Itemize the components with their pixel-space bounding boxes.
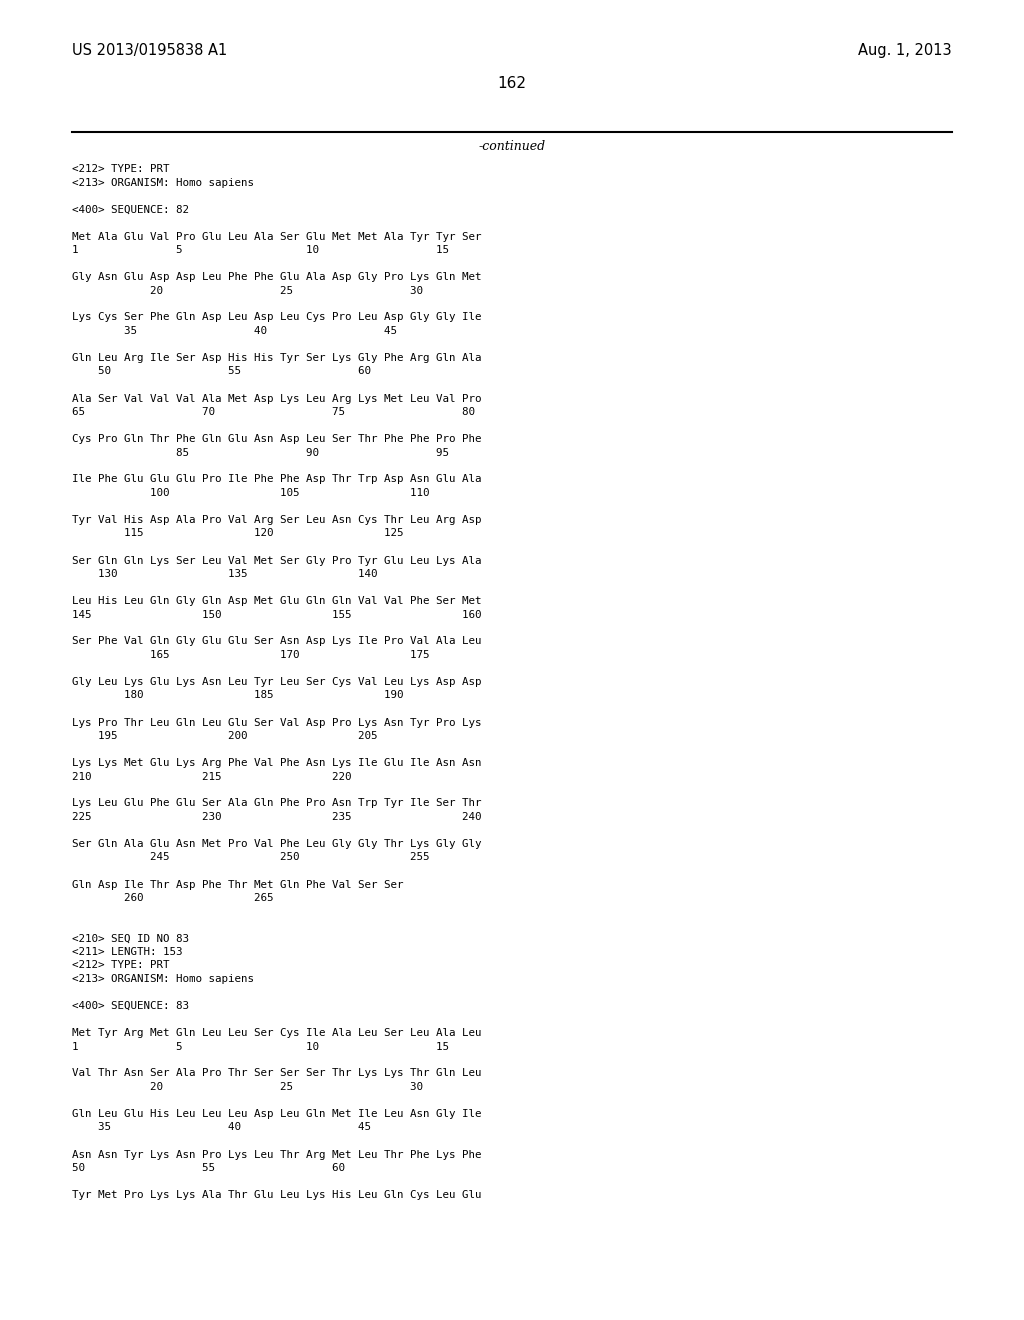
Text: 35                  40                  45: 35 40 45	[72, 1122, 371, 1133]
Text: <213> ORGANISM: Homo sapiens: <213> ORGANISM: Homo sapiens	[72, 177, 254, 187]
Text: Met Tyr Arg Met Gln Leu Leu Ser Cys Ile Ala Leu Ser Leu Ala Leu: Met Tyr Arg Met Gln Leu Leu Ser Cys Ile …	[72, 1028, 481, 1038]
Text: -continued: -continued	[478, 140, 546, 153]
Text: 195                 200                 205: 195 200 205	[72, 731, 378, 741]
Text: <212> TYPE: PRT: <212> TYPE: PRT	[72, 164, 170, 174]
Text: 225                 230                 235                 240: 225 230 235 240	[72, 812, 481, 822]
Text: Lys Pro Thr Leu Gln Leu Glu Ser Val Asp Pro Lys Asn Tyr Pro Lys: Lys Pro Thr Leu Gln Leu Glu Ser Val Asp …	[72, 718, 481, 727]
Text: Met Ala Glu Val Pro Glu Leu Ala Ser Glu Met Met Ala Tyr Tyr Ser: Met Ala Glu Val Pro Glu Leu Ala Ser Glu …	[72, 231, 481, 242]
Text: US 2013/0195838 A1: US 2013/0195838 A1	[72, 44, 227, 58]
Text: 85                  90                  95: 85 90 95	[72, 447, 449, 458]
Text: 145                 150                 155                 160: 145 150 155 160	[72, 610, 481, 619]
Text: 65                  70                  75                  80: 65 70 75 80	[72, 407, 475, 417]
Text: 260                 265: 260 265	[72, 894, 273, 903]
Text: 165                 170                 175: 165 170 175	[72, 649, 429, 660]
Text: Ser Gln Ala Glu Asn Met Pro Val Phe Leu Gly Gly Thr Lys Gly Gly: Ser Gln Ala Glu Asn Met Pro Val Phe Leu …	[72, 840, 481, 849]
Text: Gly Leu Lys Glu Lys Asn Leu Tyr Leu Ser Cys Val Leu Lys Asp Asp: Gly Leu Lys Glu Lys Asn Leu Tyr Leu Ser …	[72, 677, 481, 686]
Text: 1               5                   10                  15: 1 5 10 15	[72, 1041, 449, 1052]
Text: Lys Cys Ser Phe Gln Asp Leu Asp Leu Cys Pro Leu Asp Gly Gly Ile: Lys Cys Ser Phe Gln Asp Leu Asp Leu Cys …	[72, 313, 481, 322]
Text: 180                 185                 190: 180 185 190	[72, 690, 403, 701]
Text: 115                 120                 125: 115 120 125	[72, 528, 403, 539]
Text: <400> SEQUENCE: 83: <400> SEQUENCE: 83	[72, 1001, 189, 1011]
Text: Asn Asn Tyr Lys Asn Pro Lys Leu Thr Arg Met Leu Thr Phe Lys Phe: Asn Asn Tyr Lys Asn Pro Lys Leu Thr Arg …	[72, 1150, 481, 1159]
Text: Gln Leu Arg Ile Ser Asp His His Tyr Ser Lys Gly Phe Arg Gln Ala: Gln Leu Arg Ile Ser Asp His His Tyr Ser …	[72, 352, 481, 363]
Text: <212> TYPE: PRT: <212> TYPE: PRT	[72, 961, 170, 970]
Text: 210                 215                 220: 210 215 220	[72, 771, 351, 781]
Text: Ile Phe Glu Glu Glu Pro Ile Phe Phe Asp Thr Trp Asp Asn Glu Ala: Ile Phe Glu Glu Glu Pro Ile Phe Phe Asp …	[72, 474, 481, 484]
Text: Gly Asn Glu Asp Asp Leu Phe Phe Glu Ala Asp Gly Pro Lys Gln Met: Gly Asn Glu Asp Asp Leu Phe Phe Glu Ala …	[72, 272, 481, 282]
Text: 100                 105                 110: 100 105 110	[72, 488, 429, 498]
Text: <400> SEQUENCE: 82: <400> SEQUENCE: 82	[72, 205, 189, 214]
Text: Gln Leu Glu His Leu Leu Leu Asp Leu Gln Met Ile Leu Asn Gly Ile: Gln Leu Glu His Leu Leu Leu Asp Leu Gln …	[72, 1109, 481, 1119]
Text: Lys Leu Glu Phe Glu Ser Ala Gln Phe Pro Asn Trp Tyr Ile Ser Thr: Lys Leu Glu Phe Glu Ser Ala Gln Phe Pro …	[72, 799, 481, 808]
Text: 20                  25                  30: 20 25 30	[72, 1082, 423, 1092]
Text: 130                 135                 140: 130 135 140	[72, 569, 378, 579]
Text: Gln Asp Ile Thr Asp Phe Thr Met Gln Phe Val Ser Ser: Gln Asp Ile Thr Asp Phe Thr Met Gln Phe …	[72, 879, 403, 890]
Text: <213> ORGANISM: Homo sapiens: <213> ORGANISM: Homo sapiens	[72, 974, 254, 983]
Text: 162: 162	[498, 77, 526, 91]
Text: Ala Ser Val Val Val Ala Met Asp Lys Leu Arg Lys Met Leu Val Pro: Ala Ser Val Val Val Ala Met Asp Lys Leu …	[72, 393, 481, 404]
Text: <211> LENGTH: 153: <211> LENGTH: 153	[72, 946, 182, 957]
Text: Lys Lys Met Glu Lys Arg Phe Val Phe Asn Lys Ile Glu Ile Asn Asn: Lys Lys Met Glu Lys Arg Phe Val Phe Asn …	[72, 758, 481, 768]
Text: Cys Pro Gln Thr Phe Gln Glu Asn Asp Leu Ser Thr Phe Phe Pro Phe: Cys Pro Gln Thr Phe Gln Glu Asn Asp Leu …	[72, 434, 481, 444]
Text: 20                  25                  30: 20 25 30	[72, 285, 423, 296]
Text: 1               5                   10                  15: 1 5 10 15	[72, 246, 449, 255]
Text: 50                  55                  60: 50 55 60	[72, 1163, 345, 1173]
Text: Val Thr Asn Ser Ala Pro Thr Ser Ser Ser Thr Lys Lys Thr Gln Leu: Val Thr Asn Ser Ala Pro Thr Ser Ser Ser …	[72, 1068, 481, 1078]
Text: 245                 250                 255: 245 250 255	[72, 853, 429, 862]
Text: 50                  55                  60: 50 55 60	[72, 367, 371, 376]
Text: 35                  40                  45: 35 40 45	[72, 326, 397, 337]
Text: Tyr Met Pro Lys Lys Ala Thr Glu Leu Lys His Leu Gln Cys Leu Glu: Tyr Met Pro Lys Lys Ala Thr Glu Leu Lys …	[72, 1191, 481, 1200]
Text: Ser Gln Gln Lys Ser Leu Val Met Ser Gly Pro Tyr Glu Leu Lys Ala: Ser Gln Gln Lys Ser Leu Val Met Ser Gly …	[72, 556, 481, 565]
Text: Ser Phe Val Gln Gly Glu Glu Ser Asn Asp Lys Ile Pro Val Ala Leu: Ser Phe Val Gln Gly Glu Glu Ser Asn Asp …	[72, 636, 481, 647]
Text: Tyr Val His Asp Ala Pro Val Arg Ser Leu Asn Cys Thr Leu Arg Asp: Tyr Val His Asp Ala Pro Val Arg Ser Leu …	[72, 515, 481, 525]
Text: Aug. 1, 2013: Aug. 1, 2013	[858, 44, 952, 58]
Text: Leu His Leu Gln Gly Gln Asp Met Glu Gln Gln Val Val Phe Ser Met: Leu His Leu Gln Gly Gln Asp Met Glu Gln …	[72, 597, 481, 606]
Text: <210> SEQ ID NO 83: <210> SEQ ID NO 83	[72, 933, 189, 944]
